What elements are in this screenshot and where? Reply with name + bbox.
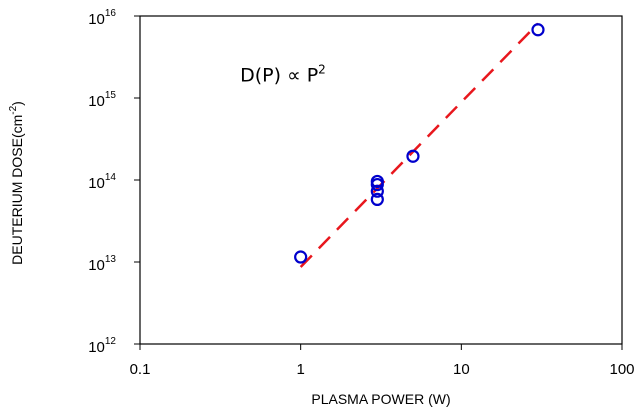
fit-line-group [299,22,539,268]
data-point [370,184,384,198]
data-point [294,250,308,264]
data-point [406,149,420,163]
y-tick-exponent: 14 [105,172,117,183]
y-tick-base: 10 [88,175,105,192]
y-tick-base: 10 [88,339,105,356]
y-tick-base: 10 [88,11,105,28]
x-axis-ticks: 0.1 1 10 100 [130,344,635,378]
data-point [531,23,545,37]
y-tick-label: 1013 [88,254,116,274]
annotation-formula: D(P) ∝ P2 [240,62,326,86]
data-point [370,174,384,189]
fit-line [299,22,539,268]
y-tick-base: 10 [88,93,105,110]
y-tick-exponent: 12 [105,336,117,347]
y-tick-exponent: 13 [105,254,117,265]
data-point [370,192,384,206]
y-axis-title: DEUTERIUM DOSE(cm-2) [8,101,25,265]
y-tick-label: 1015 [88,90,116,110]
y-tick-label: 1016 [88,8,116,28]
x-tick-label: 1 [296,361,304,378]
y-tick-label: 1014 [88,172,116,192]
x-axis-title: PLASMA POWER (W) [311,391,450,407]
y-tick-exponent: 15 [105,90,117,101]
x-tick-label: 10 [453,361,470,378]
y-tick-label: 1012 [88,336,116,356]
y-tick-exponent: 16 [105,8,117,19]
x-tick-label: 100 [609,361,634,378]
y-tick-base: 10 [88,257,105,274]
x-tick-label: 0.1 [130,361,151,378]
data-points [294,23,545,264]
